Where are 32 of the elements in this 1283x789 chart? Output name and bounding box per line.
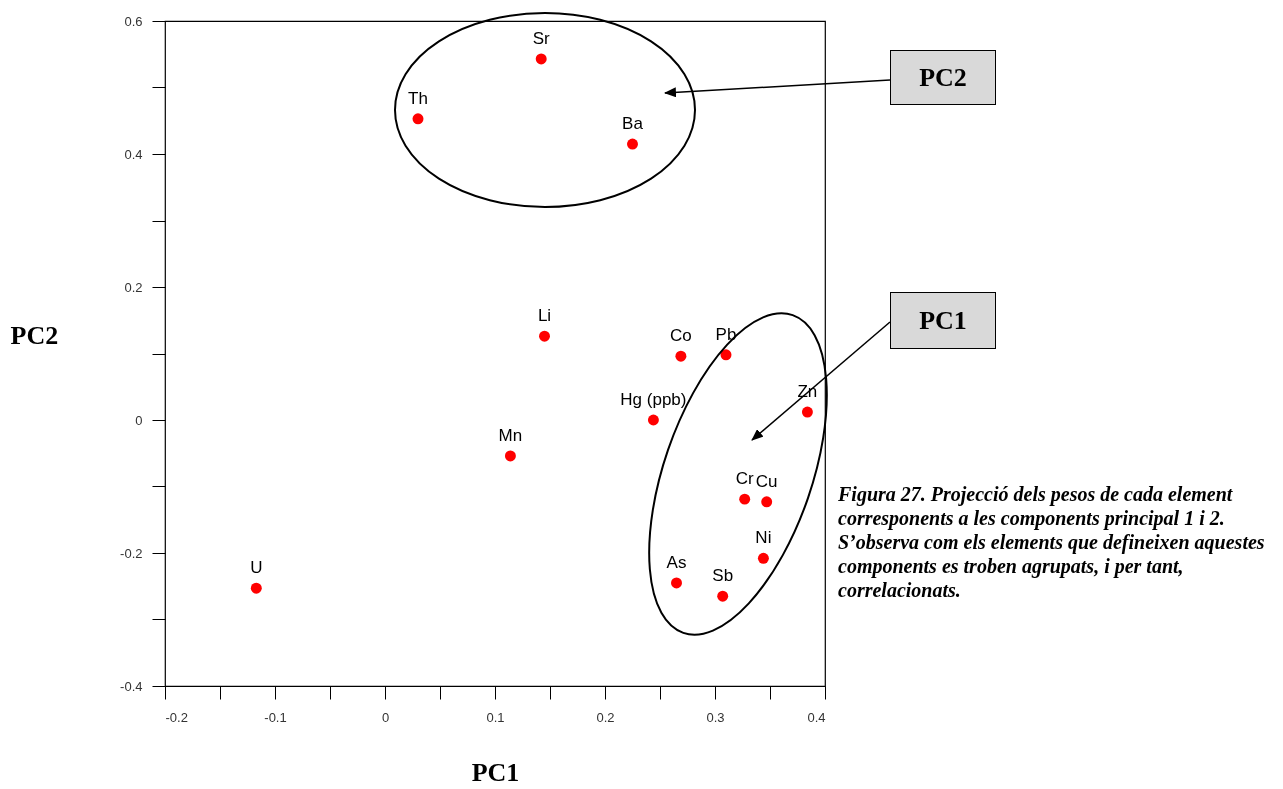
annotation: Sb: [712, 566, 734, 586]
text: PC1: [890, 292, 996, 349]
x-tick-label: -0.2: [165, 709, 188, 725]
x-tick-label: -0.1: [264, 709, 287, 725]
y-tick-label: 0.6: [124, 13, 143, 29]
annotation: Pb: [715, 324, 737, 344]
x-tick-label: 0: [381, 709, 390, 725]
annotation: Co: [670, 326, 692, 346]
y-tick-label: 0: [135, 412, 143, 428]
x-axis-title: PC1: [471, 757, 520, 787]
annotation: Sr: [532, 28, 551, 48]
annotation: U: [250, 558, 263, 578]
y-tick-label: 0.4: [124, 146, 143, 162]
annotation: As: [666, 552, 687, 572]
text: Figura 27. Projecció dels pesos de cada element corresponents a les components principal 1 i 2. S’observa com els elements que defineixen aquestes components es troben agrupats, i per tant, correlacionats.: [838, 482, 1266, 602]
annotation: Th: [408, 88, 428, 108]
x-tick-label: 0.1: [486, 709, 505, 725]
x-tick-label: 0.4: [807, 709, 826, 725]
y-tick-label: -0.4: [120, 678, 143, 694]
x-tick-label: 0.2: [596, 709, 615, 725]
annotation: Hg (ppb): [620, 390, 687, 409]
y-tick-label: -0.2: [120, 545, 143, 561]
annotation: Mn: [498, 425, 523, 445]
x-tick-label: 0.3: [706, 709, 725, 725]
annotation: Cu: [755, 471, 778, 491]
text: PC2: [890, 50, 996, 105]
annotation: Ni: [755, 528, 772, 548]
y-axis-title: PC2: [10, 320, 59, 350]
annotation: Cr: [735, 469, 754, 489]
y-tick-label: 0.2: [124, 279, 143, 295]
annotation: Li: [537, 306, 552, 326]
annotation: Ba: [622, 114, 644, 134]
